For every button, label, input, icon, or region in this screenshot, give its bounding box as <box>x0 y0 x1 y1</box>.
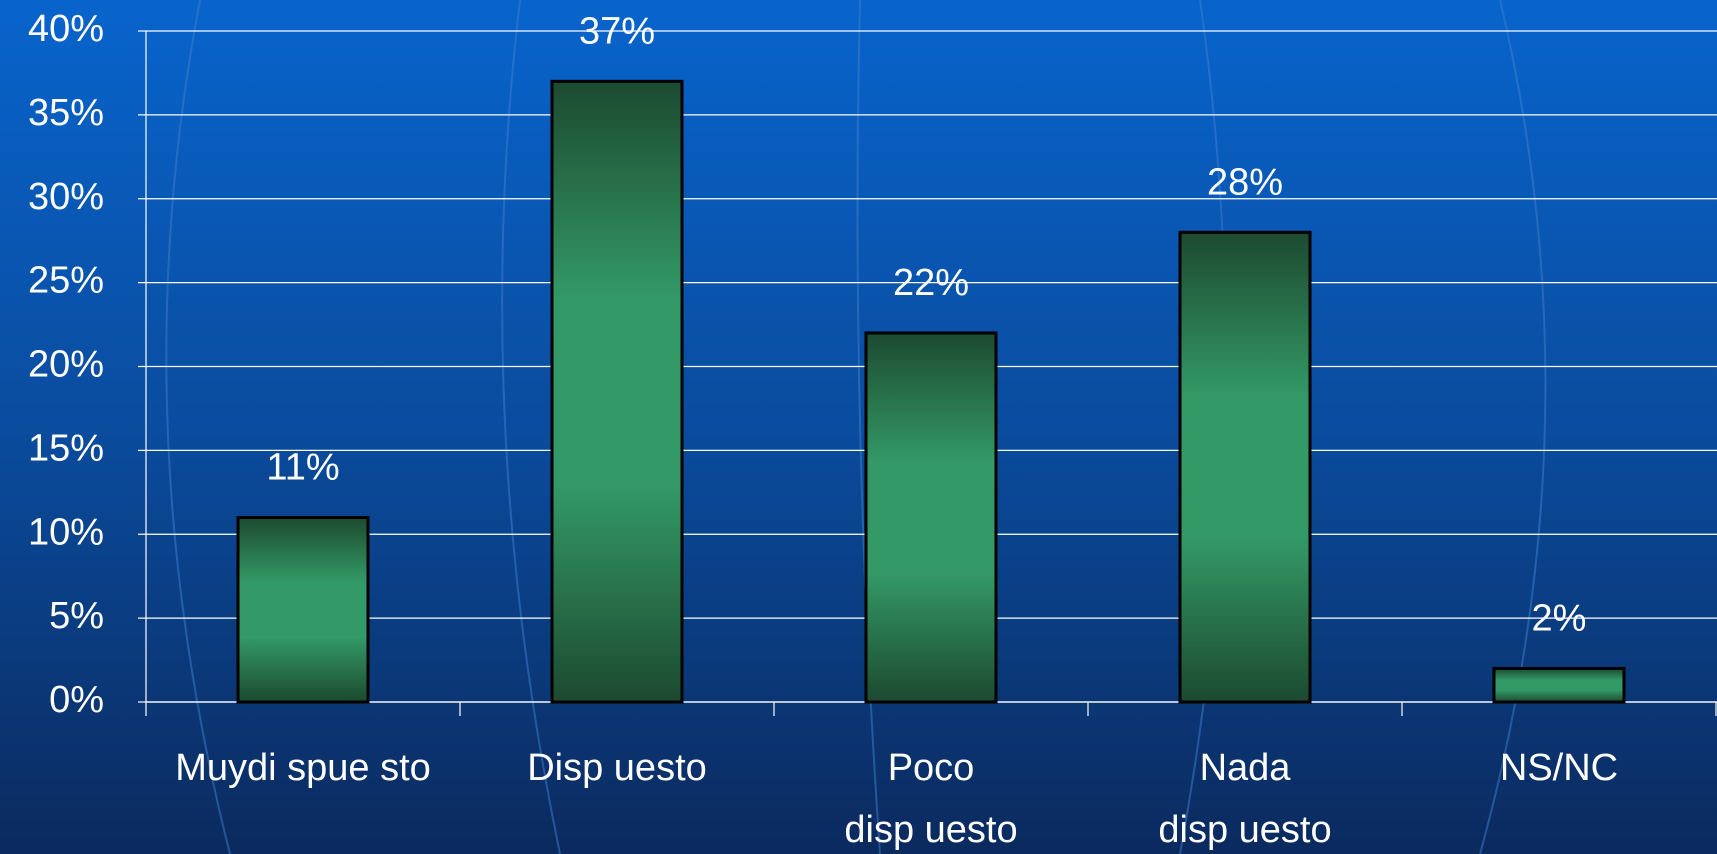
bar <box>1492 666 1626 704</box>
bar <box>864 331 998 704</box>
bar <box>236 515 370 704</box>
y-tick-label: 25% <box>28 260 104 302</box>
y-tick-label: 20% <box>28 344 104 386</box>
y-tick-label: 0% <box>49 679 104 721</box>
y-tick-label: 5% <box>49 595 104 637</box>
x-tick-label: Disp uesto <box>527 747 707 789</box>
y-tick-label: 10% <box>28 511 104 553</box>
bar <box>550 79 684 704</box>
x-tick-label: Muydi spue sto <box>175 747 431 789</box>
data-label: 11% <box>266 447 339 489</box>
data-label: 28% <box>1207 161 1283 203</box>
x-tick-label: Poco disp uesto <box>844 747 1017 851</box>
x-tick-label: Nada disp uesto <box>1158 747 1331 851</box>
data-label: 37% <box>579 10 655 52</box>
y-tick-label: 40% <box>28 8 104 50</box>
y-tick-label: 35% <box>28 92 104 134</box>
x-tick-label: NS/NC <box>1500 747 1618 789</box>
y-tick-label: 30% <box>28 176 104 218</box>
y-tick-label: 15% <box>28 427 104 469</box>
data-label: 2% <box>1532 597 1587 639</box>
data-label: 22% <box>893 262 969 304</box>
bar <box>1178 230 1312 704</box>
